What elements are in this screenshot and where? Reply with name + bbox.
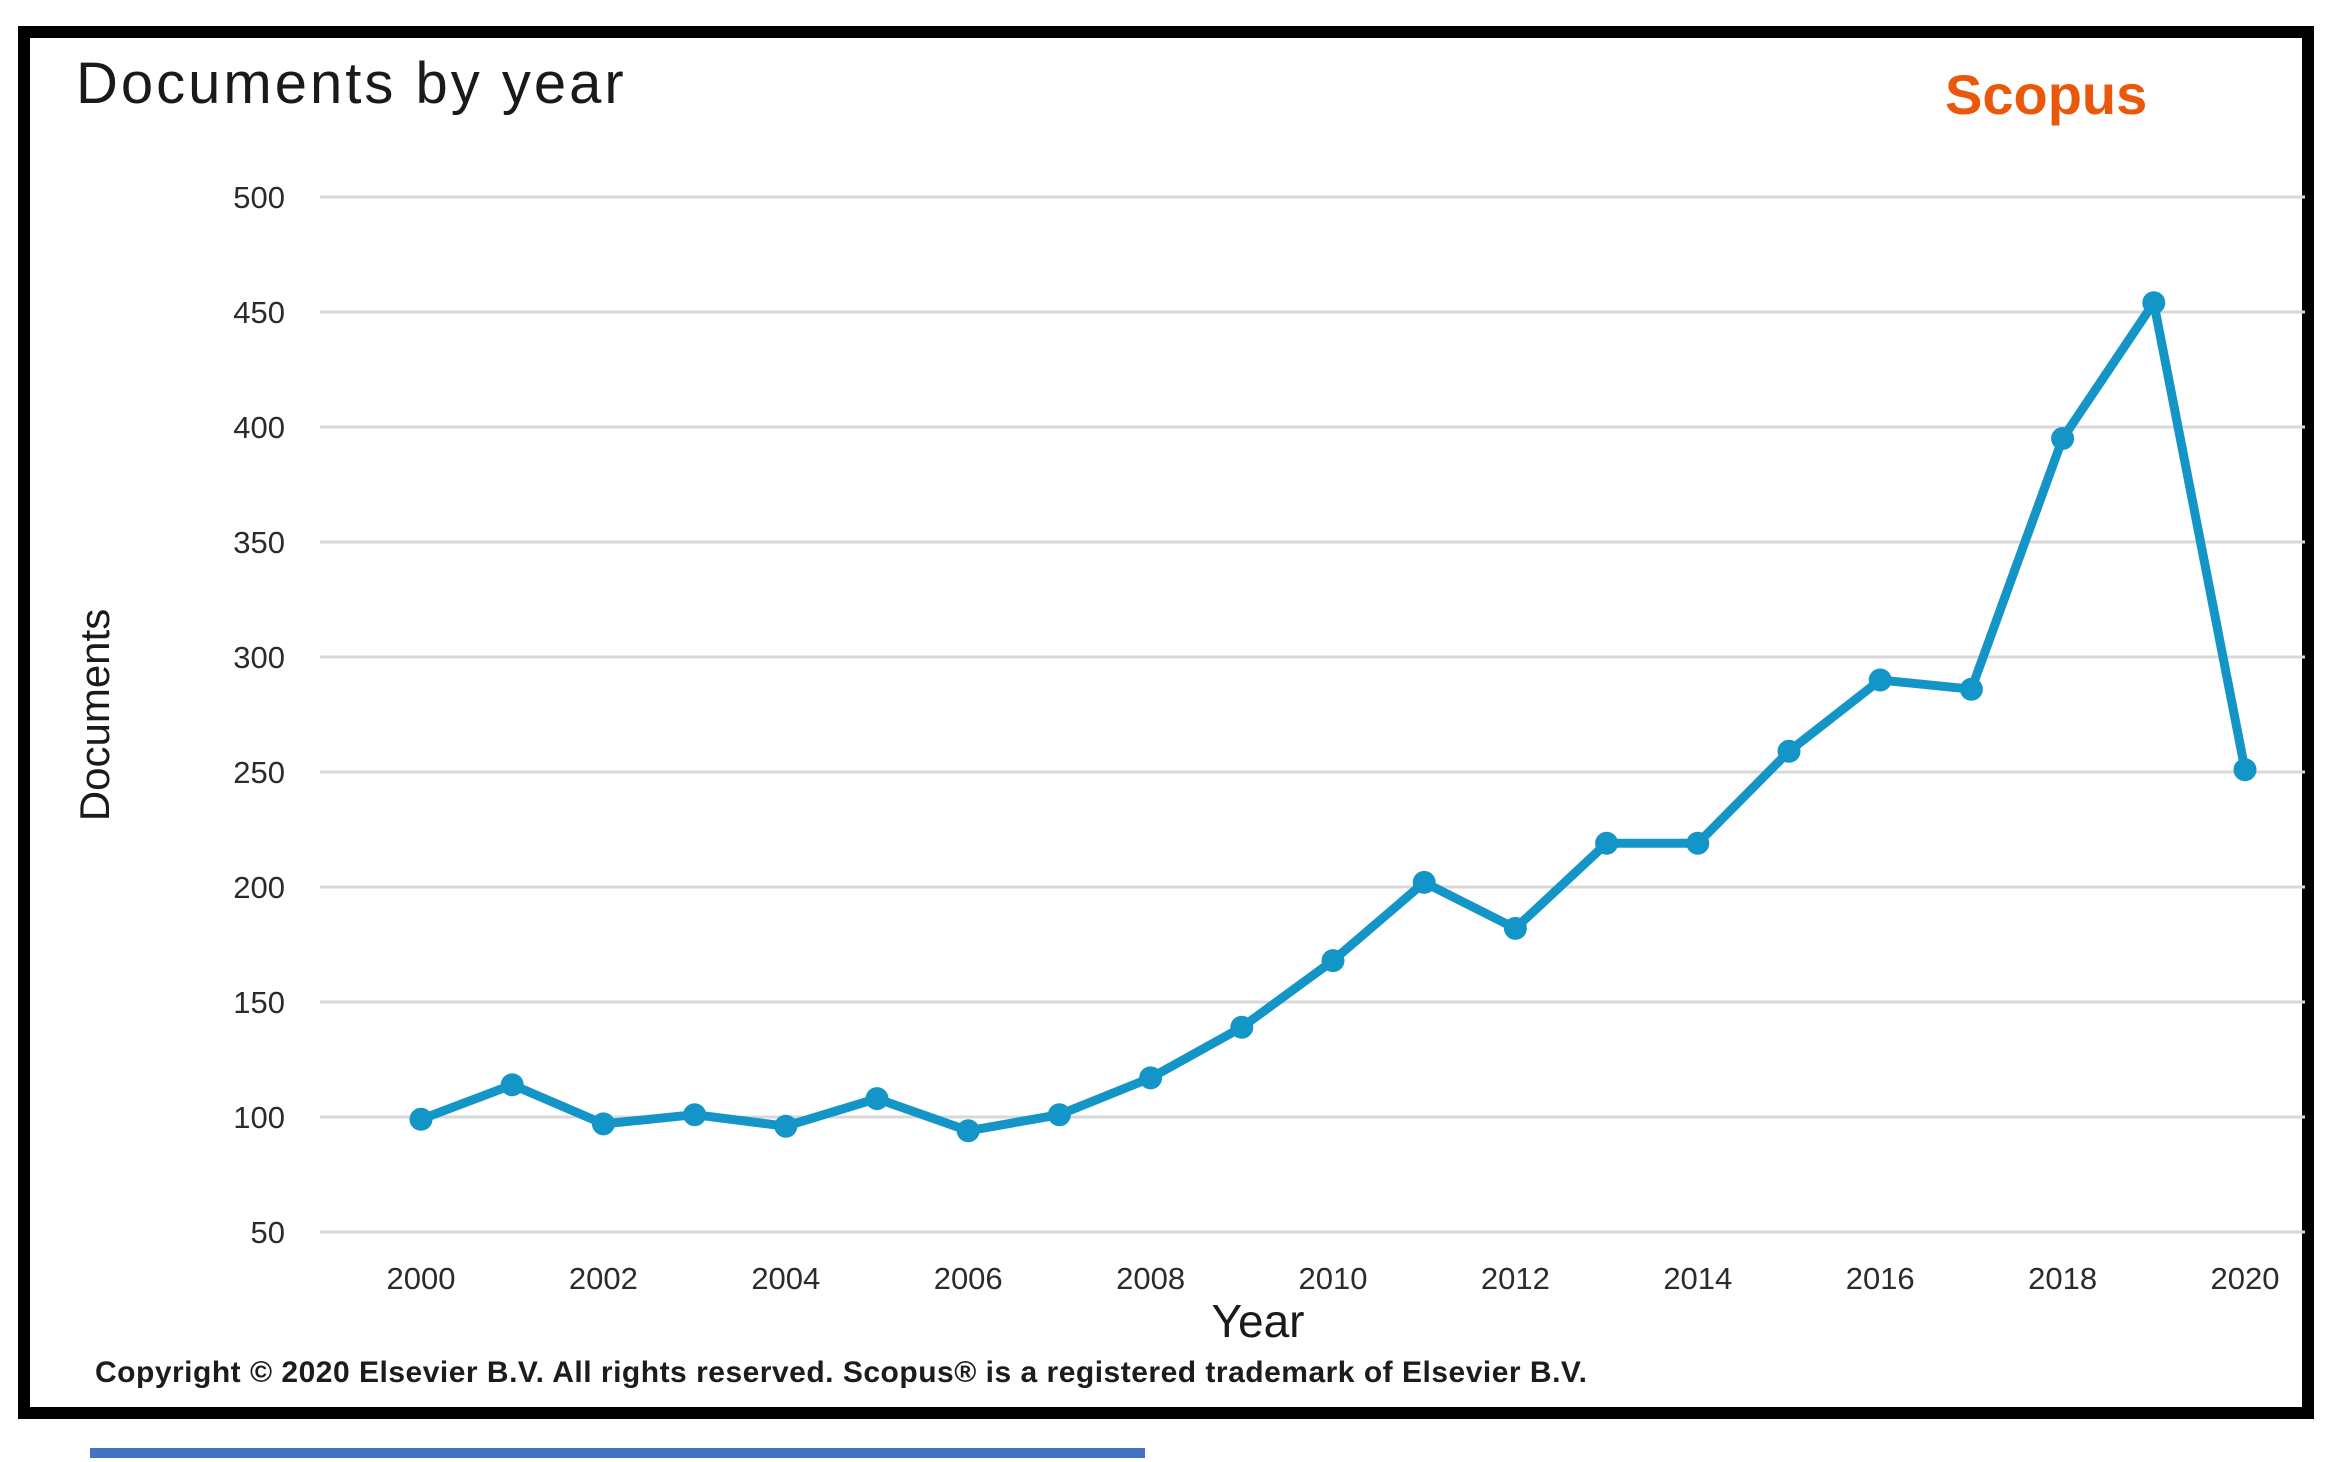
x-axis-title: Year (1211, 1295, 1305, 1347)
y-tick-label-150: 150 (233, 985, 285, 1020)
y-tick-label-200: 200 (233, 870, 285, 905)
chart-frame-border (18, 26, 2314, 1419)
data-point-2020 (2233, 758, 2257, 782)
x-tick-label-2010: 2010 (1299, 1261, 1368, 1296)
y-tick-label-350: 350 (233, 525, 285, 560)
data-point-2006 (956, 1119, 980, 1143)
data-point-2016 (1868, 668, 1892, 692)
data-point-2001 (500, 1073, 524, 1097)
data-point-2002 (591, 1112, 615, 1136)
data-point-2000 (409, 1107, 433, 1131)
data-point-2012 (1503, 916, 1527, 940)
data-point-2013 (1595, 831, 1619, 855)
x-tick-label-2020: 2020 (2211, 1261, 2280, 1296)
data-point-2003 (683, 1103, 707, 1127)
copyright-notice: Copyright © 2020 Elsevier B.V. All right… (95, 1356, 1588, 1389)
x-tick-label-2018: 2018 (2028, 1261, 2097, 1296)
data-point-2017 (1959, 677, 1983, 701)
x-tick-label-2004: 2004 (751, 1261, 820, 1296)
x-tick-label-2014: 2014 (1663, 1261, 1732, 1296)
y-tick-label-100: 100 (233, 1100, 285, 1135)
x-tick-label-2000: 2000 (387, 1261, 456, 1296)
data-point-2019 (2142, 291, 2166, 315)
data-point-2015 (1777, 739, 1801, 763)
y-tick-label-400: 400 (233, 410, 285, 445)
data-point-2007 (1047, 1103, 1071, 1127)
data-point-2008 (1139, 1066, 1163, 1090)
y-tick-label-450: 450 (233, 295, 285, 330)
scopus-logo: Scopus (1945, 63, 2148, 126)
x-tick-label-2002: 2002 (569, 1261, 638, 1296)
chart-title: Documents by year (76, 51, 627, 116)
y-tick-label-250: 250 (233, 755, 285, 790)
data-point-2010 (1321, 949, 1345, 973)
data-point-2014 (1686, 831, 1710, 855)
x-tick-label-2006: 2006 (934, 1261, 1003, 1296)
data-point-2009 (1230, 1015, 1254, 1039)
data-point-2018 (2051, 427, 2075, 450)
y-tick-label-300: 300 (233, 640, 285, 675)
y-tick-label-50: 50 (251, 1215, 285, 1250)
y-tick-label-500: 500 (233, 180, 285, 215)
x-tick-label-2012: 2012 (1481, 1261, 1550, 1296)
data-point-2004 (774, 1114, 798, 1138)
bottom-edge-blue-bar (90, 1448, 1145, 1458)
data-point-2011 (1412, 870, 1436, 894)
x-tick-label-2008: 2008 (1116, 1261, 1185, 1296)
data-point-2005 (865, 1087, 889, 1111)
x-tick-label-2016: 2016 (1846, 1261, 1915, 1296)
